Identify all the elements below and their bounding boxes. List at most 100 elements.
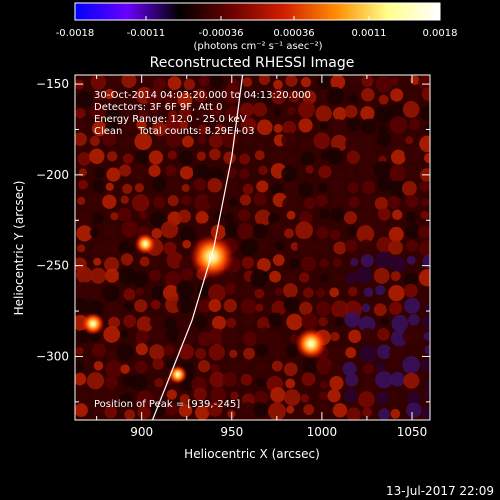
- texture-speckle: [89, 135, 100, 147]
- texture-speckle: [230, 391, 239, 400]
- texture-speckle: [167, 150, 178, 160]
- texture-speckle: [285, 344, 299, 358]
- image-texture: [75, 75, 430, 420]
- texture-speckle: [197, 135, 207, 145]
- texture-speckle: [242, 183, 254, 195]
- texture-speckle: [211, 106, 222, 117]
- texture-speckle: [253, 391, 268, 406]
- texture-speckle: [350, 258, 359, 267]
- texture-speckle: [390, 88, 404, 102]
- texture-speckle: [208, 328, 225, 346]
- texture-speckle: [75, 132, 87, 146]
- texture-speckle: [348, 329, 362, 343]
- texture-speckle: [275, 240, 285, 251]
- texture-speckle: [177, 92, 193, 108]
- texture-speckle: [136, 316, 153, 333]
- texture-speckle: [363, 287, 374, 298]
- texture-speckle: [181, 184, 190, 193]
- texture-speckle: [375, 285, 386, 296]
- texture-speckle: [256, 119, 273, 136]
- texture-speckle: [123, 91, 134, 103]
- texture-speckle: [223, 85, 241, 103]
- texture-speckle: [105, 347, 121, 362]
- texture-speckle: [297, 238, 314, 256]
- emission-source: [189, 234, 234, 279]
- texture-speckle: [403, 272, 418, 287]
- emission-source: [81, 312, 105, 336]
- peak-position-label: Position of Peak = [939,-245]: [94, 399, 240, 410]
- texture-speckle: [93, 90, 104, 101]
- colorbar-tick-label: 0.00036: [273, 28, 314, 39]
- texture-speckle: [165, 164, 177, 177]
- texture-speckle: [150, 105, 159, 114]
- texture-speckle: [108, 316, 121, 329]
- texture-speckle: [269, 270, 282, 283]
- colorbar-tick-label: 0.0018: [423, 28, 458, 39]
- texture-speckle: [198, 124, 209, 135]
- texture-speckle: [418, 269, 430, 287]
- y-tick-label: −250: [36, 259, 69, 273]
- texture-speckle: [75, 120, 85, 130]
- texture-speckle: [258, 75, 271, 86]
- texture-speckle: [150, 328, 165, 343]
- texture-speckle: [378, 124, 389, 135]
- texture-speckle: [150, 211, 167, 228]
- texture-speckle: [103, 326, 121, 343]
- texture-speckle: [330, 134, 348, 152]
- texture-speckle: [345, 135, 363, 153]
- texture-speckle: [301, 372, 316, 387]
- texture-speckle: [101, 388, 119, 406]
- texture-speckle: [256, 316, 271, 331]
- texture-speckle: [285, 378, 296, 389]
- texture-speckle: [283, 389, 301, 406]
- texture-speckle: [123, 288, 136, 301]
- texture-speckle: [345, 168, 355, 178]
- texture-speckle: [361, 194, 378, 212]
- texture-speckle: [152, 77, 167, 91]
- texture-speckle: [138, 210, 148, 220]
- texture-speckle: [347, 118, 361, 132]
- texture-speckle: [257, 140, 266, 149]
- texture-speckle: [299, 138, 312, 150]
- texture-speckle: [239, 402, 257, 419]
- texture-speckle: [206, 91, 222, 107]
- texture-speckle: [326, 86, 345, 105]
- texture-speckle: [390, 77, 399, 86]
- texture-speckle: [209, 148, 221, 161]
- texture-speckle: [179, 166, 194, 180]
- texture-speckle: [418, 240, 430, 257]
- texture-speckle: [223, 151, 236, 165]
- y-tick-label: −300: [36, 349, 69, 363]
- texture-speckle: [208, 133, 224, 149]
- texture-speckle: [179, 120, 189, 129]
- texture-speckle: [319, 208, 330, 220]
- texture-speckle: [76, 330, 90, 344]
- texture-speckle: [166, 179, 183, 197]
- texture-speckle: [131, 194, 150, 212]
- texture-speckle: [119, 164, 132, 177]
- texture-speckle: [358, 164, 374, 179]
- texture-speckle: [362, 135, 374, 147]
- texture-speckle: [152, 358, 165, 370]
- texture-speckle: [149, 316, 162, 329]
- texture-speckle: [224, 283, 237, 296]
- texture-speckle: [387, 195, 401, 209]
- texture-speckle: [376, 391, 390, 405]
- texture-speckle: [375, 371, 393, 389]
- texture-speckle: [390, 149, 406, 165]
- texture-speckle: [164, 317, 177, 330]
- texture-speckle: [122, 183, 133, 194]
- texture-speckle: [136, 119, 147, 131]
- texture-speckle: [197, 359, 211, 373]
- texture-speckle: [166, 132, 182, 148]
- texture-speckle: [358, 391, 375, 408]
- texture-speckle: [209, 75, 224, 88]
- texture-speckle: [271, 360, 283, 372]
- texture-speckle: [319, 121, 329, 130]
- texture-speckle: [179, 393, 190, 404]
- texture-speckle: [347, 94, 358, 105]
- texture-speckle: [75, 372, 87, 386]
- texture-speckle: [389, 164, 407, 182]
- texture-speckle: [193, 314, 208, 329]
- texture-speckle: [135, 330, 150, 344]
